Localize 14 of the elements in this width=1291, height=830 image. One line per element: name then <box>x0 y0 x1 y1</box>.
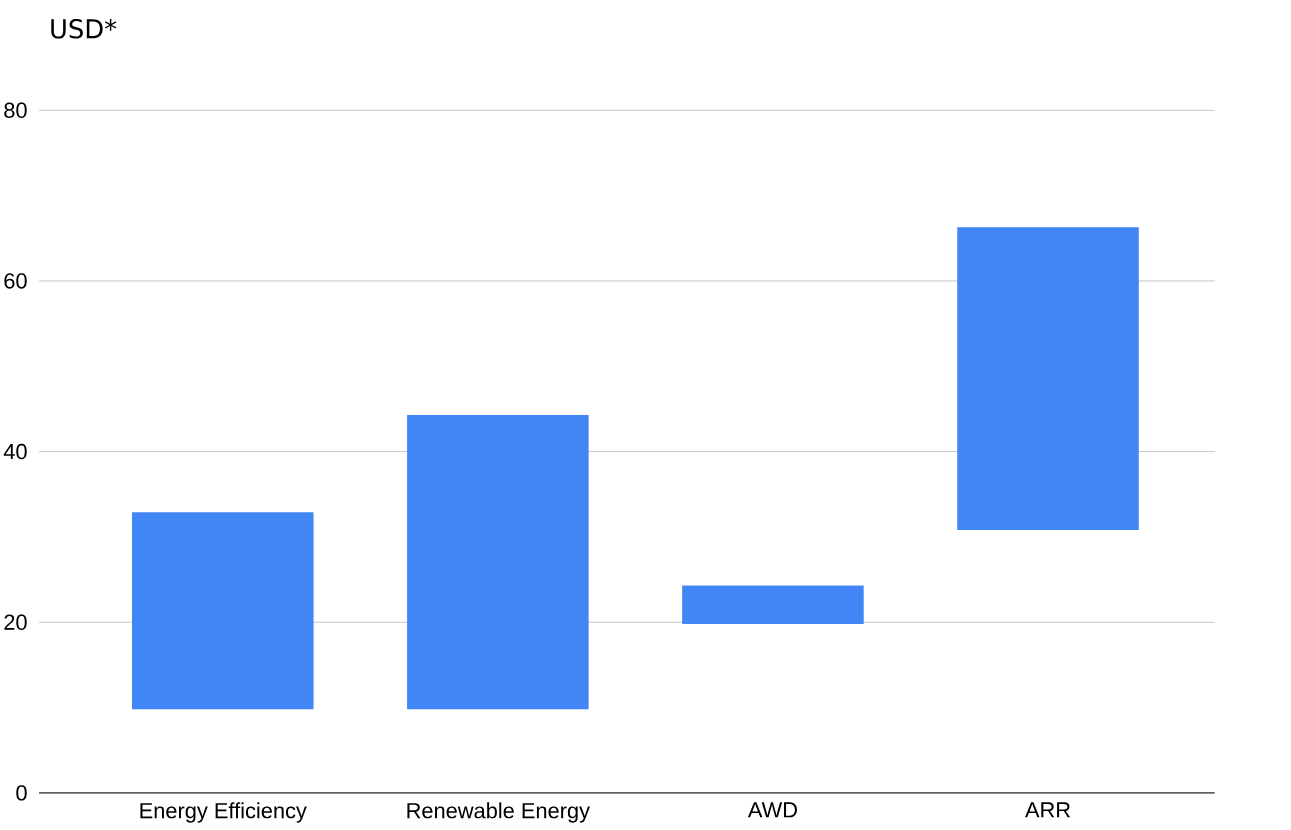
bar <box>957 226 1139 530</box>
x-tick-label: Renewable Energy <box>407 802 590 823</box>
bar <box>132 511 314 710</box>
y-axis-title: USD* <box>51 18 117 39</box>
y-tick-label: 80 <box>4 102 27 118</box>
x-tick-label: ARR <box>1025 802 1071 818</box>
y-tick-label: 40 <box>3 443 27 460</box>
bar <box>407 414 589 710</box>
bar <box>682 585 864 624</box>
y-tick-label: 20 <box>4 614 27 630</box>
y-tick-label: 0 <box>16 784 27 801</box>
x-tick-label: Energy Efficiency <box>140 802 307 823</box>
y-tick-label: 60 <box>4 273 27 289</box>
x-tick-label: AWD <box>747 802 797 818</box>
